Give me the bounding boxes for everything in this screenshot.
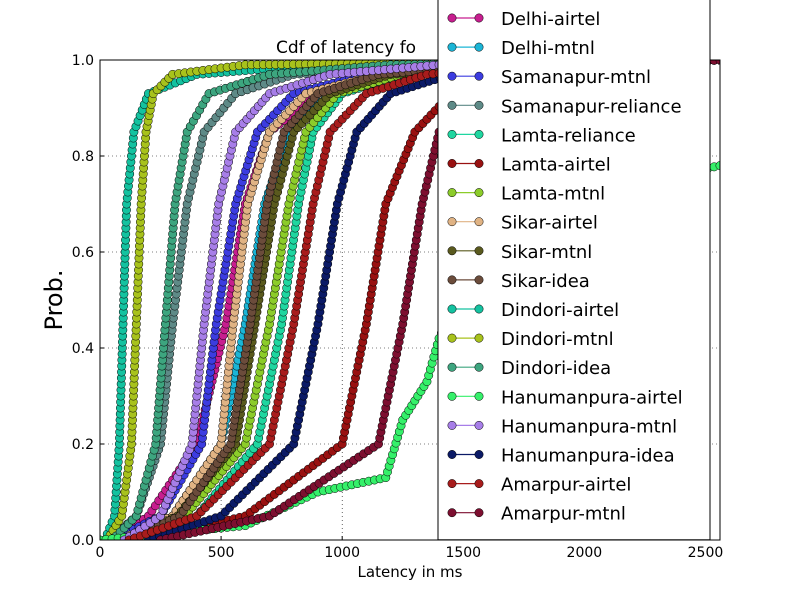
legend-label: Amarpur-mtnl [501, 504, 626, 525]
legend-marker [447, 333, 457, 343]
legend-box [437, 0, 711, 541]
legend-marker [474, 42, 484, 52]
legend-label: Sikar-idea [501, 271, 590, 292]
legend-marker [447, 450, 457, 459]
legend-item: Dindori-idea [447, 358, 611, 379]
legend-marker [447, 508, 457, 518]
x-tick-label: 1500 [445, 545, 481, 561]
axis-ticks: 0 500 1000 1500 2000 2500 0.0 0.2 0.4 0.6 0.8 1.0 [72, 53, 724, 561]
legend-marker [447, 129, 457, 139]
legend-item: Hanumanpura-airtel [447, 387, 683, 408]
legend-item: Hanumanpura-mtnl [447, 416, 677, 437]
legend-marker [447, 275, 457, 285]
legend: Delhi-airtel Delhi-mtnl Samanapur-mtnl Sama… [437, 0, 711, 541]
legend-item: Lamta-airtel [447, 155, 611, 176]
legend-marker [447, 100, 457, 110]
legend-label: Samanapur-mtnl [501, 67, 651, 88]
legend-marker [474, 508, 484, 518]
legend-item: Lamta-reliance [447, 125, 636, 146]
legend-label: Hanumanpura-airtel [501, 387, 683, 408]
legend-marker [474, 246, 484, 256]
legend-label: Dindori-airtel [501, 300, 619, 321]
legend-marker [447, 159, 457, 168]
legend-marker [447, 42, 457, 52]
legend-marker [474, 217, 484, 227]
legend-marker [474, 129, 484, 139]
legend-marker [474, 275, 484, 285]
legend-item: Lamta-mtnl [447, 184, 605, 205]
legend-marker [474, 362, 484, 372]
legend-item: Sikar-mtnl [447, 242, 592, 263]
legend-item: Delhi-airtel [447, 9, 600, 30]
legend-marker [474, 450, 484, 459]
y-tick-label: 1.0 [72, 53, 94, 69]
x-tick-label: 500 [208, 545, 235, 561]
legend-marker [474, 420, 484, 430]
y-tick-label: 0.6 [72, 245, 94, 261]
legend-marker [474, 333, 484, 343]
legend-item: Delhi-mtnl [447, 38, 595, 59]
legend-item: Sikar-idea [447, 271, 590, 292]
legend-label: Samanapur-reliance [501, 96, 682, 117]
legend-marker [474, 479, 484, 489]
legend-marker [447, 391, 457, 401]
legend-label: Sikar-airtel [501, 213, 598, 234]
chart-title: Cdf of latency fo [276, 38, 416, 58]
legend-marker [447, 13, 457, 23]
legend-marker [447, 479, 457, 489]
legend-label: Hanumanpura-mtnl [501, 416, 677, 437]
legend-marker [447, 217, 457, 227]
legend-label: Delhi-airtel [501, 9, 600, 30]
x-tick-label: 0 [96, 545, 105, 561]
legend-item: Hanumanpura-idea [447, 446, 675, 467]
legend-item: Dindori-mtnl [447, 329, 614, 350]
legend-label: Amarpur-airtel [501, 475, 631, 496]
legend-item: Sikar-airtel [447, 213, 598, 234]
legend-marker [447, 362, 457, 372]
x-tick-label: 1000 [324, 545, 360, 561]
legend-marker [474, 391, 484, 401]
legend-item: Samanapur-mtnl [447, 67, 651, 88]
legend-label: Hanumanpura-idea [501, 446, 675, 467]
y-tick-label: 0.0 [72, 533, 94, 549]
legend-marker [447, 420, 457, 430]
y-tick-label: 0.2 [72, 437, 94, 453]
legend-label: Sikar-mtnl [501, 242, 592, 263]
legend-item: Amarpur-airtel [447, 475, 631, 496]
x-tick-label: 2000 [567, 545, 603, 561]
legend-marker [474, 159, 484, 168]
legend-marker [474, 304, 484, 314]
legend-marker [447, 188, 457, 198]
legend-label: Lamta-mtnl [501, 184, 605, 205]
legend-label: Delhi-mtnl [501, 38, 595, 59]
legend-marker [474, 13, 484, 23]
plot-frame [99, 59, 721, 541]
legend-marker [447, 304, 457, 314]
legend-marker [474, 188, 484, 198]
y-axis-label: Prob. [40, 270, 68, 331]
legend-label: Lamta-airtel [501, 155, 611, 176]
legend-marker [447, 71, 457, 81]
y-tick-label: 0.4 [72, 341, 94, 357]
x-axis-label: Latency in ms [358, 563, 463, 581]
legend-item: Amarpur-mtnl [447, 504, 626, 525]
legend-marker [474, 100, 484, 110]
legend-item: Dindori-airtel [447, 300, 619, 321]
legend-label: Dindori-mtnl [501, 329, 614, 350]
legend-marker [474, 71, 484, 81]
y-tick-label: 0.8 [72, 149, 94, 165]
x-tick-label: 2500 [688, 545, 724, 561]
legend-label: Lamta-reliance [501, 125, 636, 146]
legend-marker [447, 246, 457, 256]
legend-item: Samanapur-reliance [447, 96, 682, 117]
legend-label: Dindori-idea [501, 358, 611, 379]
